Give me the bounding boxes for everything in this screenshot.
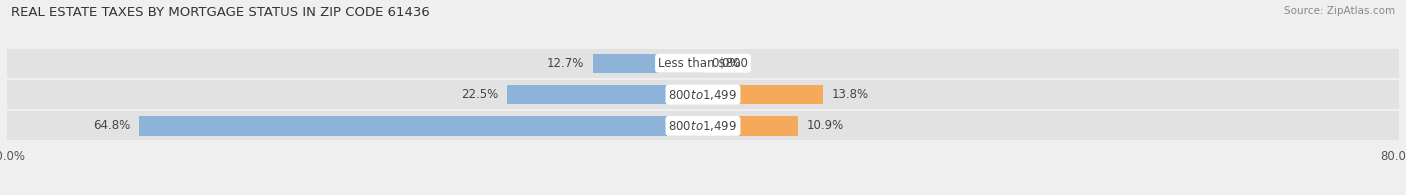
Text: Less than $800: Less than $800 [658, 57, 748, 70]
Bar [139, 116, 703, 136]
Text: $800 to $1,499: $800 to $1,499 [668, 88, 738, 102]
Text: $800 to $1,499: $800 to $1,499 [668, 119, 738, 133]
Text: REAL ESTATE TAXES BY MORTGAGE STATUS IN ZIP CODE 61436: REAL ESTATE TAXES BY MORTGAGE STATUS IN … [11, 6, 430, 19]
Bar [7, 112, 1399, 140]
Bar [703, 116, 797, 136]
Text: 22.5%: 22.5% [461, 88, 499, 101]
Text: Source: ZipAtlas.com: Source: ZipAtlas.com [1284, 6, 1395, 16]
Text: 64.8%: 64.8% [93, 119, 131, 132]
Text: 12.7%: 12.7% [547, 57, 583, 70]
Bar [592, 54, 703, 73]
Text: 10.9%: 10.9% [807, 119, 844, 132]
Bar [7, 80, 1399, 109]
Bar [703, 85, 823, 104]
Bar [508, 85, 703, 104]
Bar [7, 49, 1399, 78]
Text: 13.8%: 13.8% [832, 88, 869, 101]
Text: 0.0%: 0.0% [711, 57, 741, 70]
